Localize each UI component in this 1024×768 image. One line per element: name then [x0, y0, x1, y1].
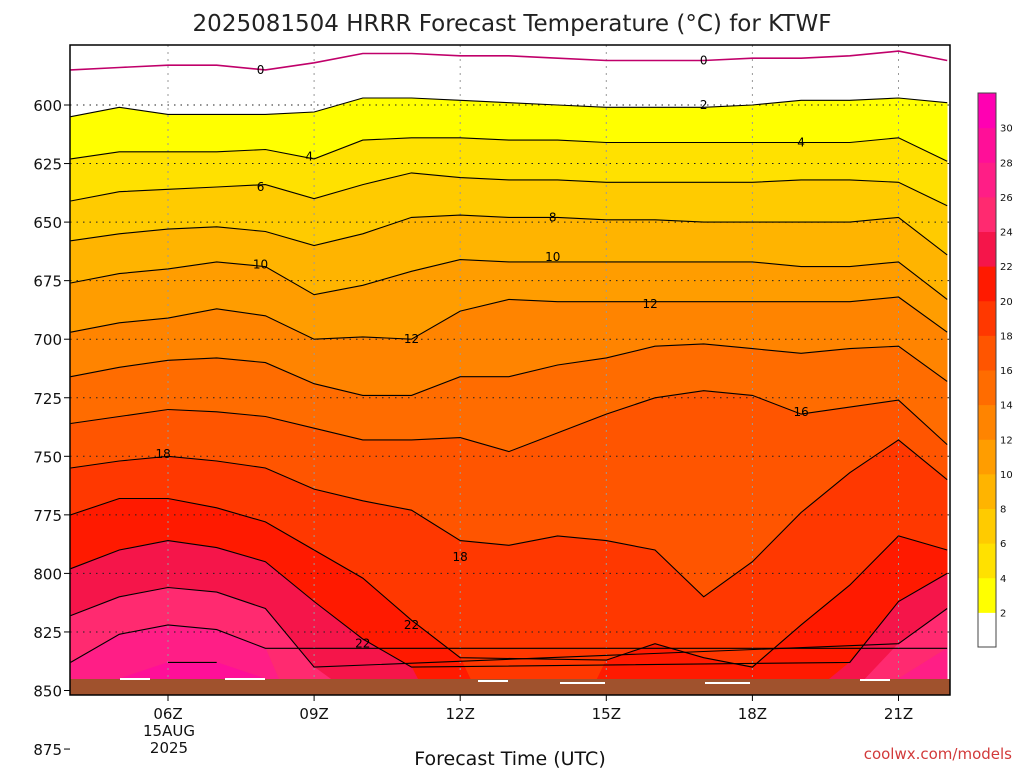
contour-labels: 0 0 2 4 4 6 8 10 10 12 12 16 18 18 22 22 — [155, 54, 808, 651]
colorbar-tick-label: 20 — [1000, 297, 1013, 308]
y-tick-label: 725 — [33, 390, 62, 408]
x-tick-label: 21Z — [884, 705, 913, 723]
colorbar-swatch — [978, 612, 996, 648]
y-tick-label: 800 — [33, 565, 62, 583]
y-tick-label: 825 — [33, 624, 62, 642]
colorbar-swatch — [978, 127, 996, 163]
contour-label: 0 — [700, 54, 708, 68]
contour-8 — [70, 214, 948, 256]
colorbar-swatch — [978, 404, 996, 440]
colorbar-swatch — [978, 370, 996, 406]
y-axis: 600 625 650 675 700 725 750 775 800 825 850 875 — [33, 97, 70, 759]
colorbar-tick-label: 6 — [1000, 539, 1006, 550]
colorbar-swatch — [978, 231, 996, 267]
y-tick-label: 650 — [33, 214, 62, 232]
colorbar-tick-label: 22 — [1000, 262, 1013, 273]
colorbar-tick-label: 14 — [1000, 401, 1013, 412]
contour-label: 18 — [155, 447, 170, 461]
colorbar-swatch — [978, 266, 996, 302]
contour-12 — [70, 296, 948, 340]
y-tick-label: 700 — [33, 331, 62, 349]
y-tick-label: 850 — [33, 683, 62, 701]
plot-area: 0 0 2 4 4 6 8 10 10 12 12 16 18 18 22 22 — [70, 45, 950, 695]
y-tick-label: 625 — [33, 156, 62, 174]
colorbar-tick-label: 24 — [1000, 228, 1013, 239]
ground-surface — [70, 679, 950, 695]
contour-label: 12 — [642, 297, 657, 311]
contour-2 — [70, 97, 948, 118]
chart-title: 2025081504 HRRR Forecast Temperature (°C… — [193, 11, 832, 37]
colorbar-swatch — [978, 300, 996, 336]
contour-20 — [70, 497, 948, 668]
x-tick-label: 12Z — [446, 705, 475, 723]
contour-14 — [70, 343, 948, 396]
contour-10 — [70, 259, 948, 300]
contour-label: 4 — [305, 150, 313, 164]
ground-marks — [120, 678, 890, 684]
x-year-label: 2025 — [150, 739, 188, 757]
contour-label: 10 — [253, 257, 268, 271]
contour-label: 2 — [700, 98, 708, 112]
contour-24 — [70, 586, 948, 668]
x-date-label: 15AUG — [143, 722, 195, 740]
colorbar-tick-label: 18 — [1000, 331, 1013, 342]
contour-4 — [70, 137, 948, 162]
plot-frame — [69, 44, 951, 696]
contour-label: 4 — [797, 135, 805, 149]
colorbar-swatch — [978, 577, 996, 613]
x-tick-label: 18Z — [738, 705, 767, 723]
contour-label: 18 — [453, 550, 468, 564]
colorbar-tick-label: 16 — [1000, 366, 1013, 377]
colorbar-swatch — [978, 93, 996, 129]
colorbar-tick-label: 2 — [1000, 608, 1006, 619]
colorbar-tick-label: 10 — [1000, 470, 1013, 481]
y-tick-label: 675 — [33, 273, 62, 291]
colorbar-swatch — [978, 508, 996, 544]
contour-label: 22 — [404, 618, 419, 632]
y-tick-label: 775 — [33, 507, 62, 525]
temperature-bands — [70, 50, 948, 695]
contour-0 — [70, 50, 948, 71]
contour-label: 22 — [355, 637, 370, 651]
contour-26 — [70, 624, 948, 663]
credit-text: coolwx.com/models — [864, 745, 1012, 763]
contour-lines — [70, 50, 948, 668]
colorbar-swatch — [978, 335, 996, 371]
y-tick-label: 600 — [33, 97, 62, 115]
colorbar-swatch — [978, 543, 996, 579]
contour-label: 8 — [549, 210, 557, 224]
contour-label: 16 — [793, 405, 808, 419]
colorbar-tick-label: 8 — [1000, 505, 1006, 516]
contour-label: 6 — [257, 180, 265, 194]
colorbar-tick-label: 4 — [1000, 574, 1006, 585]
colorbar-swatch — [978, 196, 996, 232]
colorbar-swatch — [978, 473, 996, 509]
colorbar-tick-label: 28 — [1000, 158, 1013, 169]
colorbar-tick-label: 26 — [1000, 193, 1013, 204]
x-tick-label: 06Z — [153, 705, 182, 723]
contour-label: 10 — [545, 250, 560, 264]
contour-18 — [70, 439, 948, 598]
y-tick-label: 750 — [33, 448, 62, 466]
x-axis: 06Z 09Z 12Z 15Z 18Z 21Z — [153, 695, 913, 723]
contour-16 — [70, 390, 948, 453]
contour-6 — [70, 172, 948, 207]
contour-label: 12 — [404, 332, 419, 346]
x-axis-label: Forecast Time (UTC) — [414, 748, 605, 768]
contour-22 — [70, 540, 948, 668]
x-tick-label: 09Z — [299, 705, 328, 723]
colorbar-swatch — [978, 439, 996, 475]
y-tick-label: 875 — [33, 741, 62, 759]
colorbar-frame — [977, 92, 997, 648]
contour-label: 0 — [257, 63, 265, 77]
colorbar-tick-label: 30 — [1000, 124, 1013, 135]
colorbar-tick-label: 12 — [1000, 435, 1013, 446]
x-tick-label: 15Z — [592, 705, 621, 723]
colorbar-swatch — [978, 162, 996, 198]
